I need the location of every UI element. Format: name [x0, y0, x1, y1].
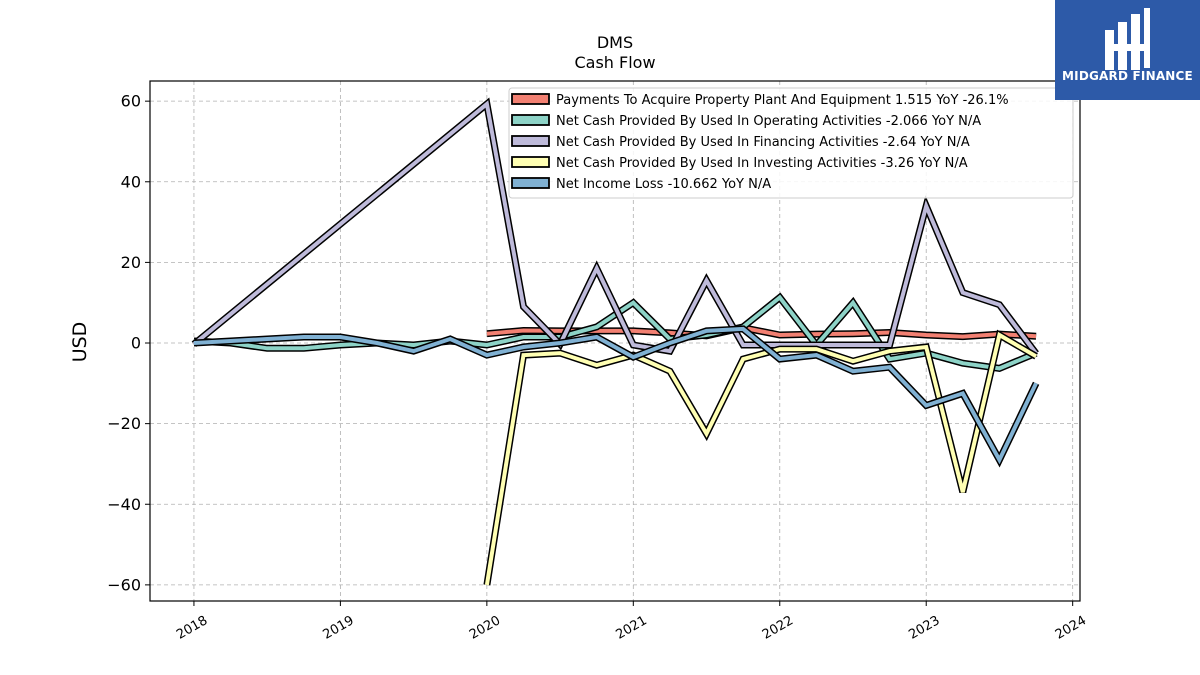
- legend-label: Payments To Acquire Property Plant And E…: [556, 93, 1009, 108]
- legend-label: Net Income Loss -10.662 YoY N/A: [556, 177, 771, 192]
- series-line: [483, 329, 1038, 586]
- x-axis-ticks: 2018 2019 2020 2021 2022 2023 2024: [174, 601, 1089, 643]
- plot-frame: [149, 80, 1081, 602]
- legend-swatch: [511, 156, 550, 168]
- x-tick-label: 2024: [1053, 613, 1089, 643]
- x-tick-label: 2018: [174, 613, 210, 643]
- y-axis-ticks: −60 −40 −20 0 20 40 60: [107, 92, 150, 594]
- chart-subtitle: Cash Flow: [574, 53, 655, 72]
- series-line-stroke: [193, 326, 1038, 465]
- legend-label: Net Cash Provided By Used In Operating A…: [556, 114, 981, 129]
- series-line-stroke: [192, 100, 1038, 355]
- x-tick-label: 2020: [467, 613, 503, 643]
- y-tick-label: −60: [107, 575, 141, 594]
- legend: Payments To Acquire Property Plant And E…: [508, 87, 1074, 199]
- legend-label: Net Cash Provided By Used In Financing A…: [556, 135, 970, 150]
- legend-label: Net Cash Provided By Used In Investing A…: [556, 156, 968, 171]
- series-lines: [191, 97, 1040, 586]
- legend-swatch: [511, 177, 550, 189]
- y-tick-label: −20: [107, 414, 141, 433]
- y-tick-label: 40: [121, 172, 141, 191]
- logo-text: MIDGARD FINANCE: [1062, 69, 1193, 83]
- logo-mark-icon: [1105, 8, 1150, 70]
- y-axis-label: USD: [69, 322, 91, 363]
- x-tick-label: 2019: [321, 613, 357, 643]
- legend-box: [508, 87, 1074, 199]
- y-tick-label: 60: [121, 92, 141, 111]
- series-line: [193, 325, 1040, 468]
- x-tick-label: 2023: [906, 613, 942, 643]
- chart-title: DMS: [597, 33, 633, 52]
- y-tick-label: 20: [121, 253, 141, 272]
- legend-swatch: [511, 114, 550, 126]
- legend-swatch: [511, 135, 550, 147]
- x-tick-label: 2021: [613, 613, 649, 643]
- x-tick-label: 2022: [760, 613, 796, 643]
- y-tick-label: −40: [107, 495, 141, 514]
- series-line-stroke: [484, 331, 1038, 586]
- y-tick-label: 0: [131, 334, 141, 353]
- midgard-finance-logo: MIDGARD FINANCE: [1055, 0, 1200, 100]
- legend-swatch: [511, 93, 550, 105]
- series-line: [191, 97, 1039, 356]
